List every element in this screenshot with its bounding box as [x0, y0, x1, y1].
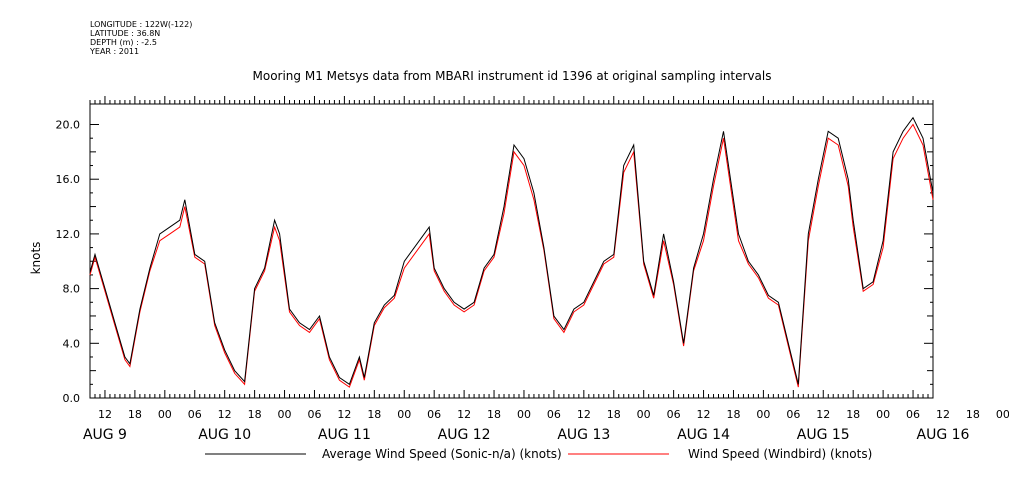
- x-hour-label: 00: [397, 408, 411, 421]
- x-hour-labels: 12 18 00 06 12 18 00 06 12 18 00 06 12 18 00 06 12 18 00 06…: [98, 408, 1009, 421]
- x-day-label: AUG 9: [83, 427, 127, 443]
- x-day-label: AUG 11: [318, 427, 371, 443]
- x-day-label: AUG 14: [677, 427, 730, 443]
- x-hour-label: 00: [996, 408, 1009, 421]
- x-hour-label: 12: [577, 408, 591, 421]
- x-day-label: AUG 10: [198, 427, 251, 443]
- legend-label-windbird: Wind Speed (Windbird) (knots): [688, 447, 872, 461]
- plot-frame: [89, 103, 934, 399]
- depth-label: DEPTH (m) : -2.5: [90, 38, 157, 47]
- chart-title: Mooring M1 Metsys data from MBARI instru…: [253, 69, 772, 83]
- y-tick-label: 4.0: [63, 337, 81, 350]
- y-axis-label: knots: [29, 242, 43, 275]
- x-hour-label: 06: [427, 408, 441, 421]
- legend-label-average-wind-speed: Average Wind Speed (Sonic-n/a) (knots): [322, 447, 562, 461]
- x-day-label: AUG 16: [917, 427, 970, 443]
- x-day-label: AUG 12: [438, 427, 491, 443]
- y-tick-label: 12.0: [56, 228, 81, 241]
- y-tick-label: 20.0: [56, 119, 81, 132]
- x-hour-label: 12: [218, 408, 232, 421]
- x-hour-label: 18: [128, 408, 142, 421]
- x-day-label: AUG 15: [797, 427, 850, 443]
- metadata-block: LONGITUDE : 122W(-122) LATITUDE : 36.8N …: [90, 20, 192, 56]
- x-hour-label: 06: [188, 408, 202, 421]
- x-hour-label: 00: [637, 408, 651, 421]
- x-hour-label: 06: [906, 408, 920, 421]
- x-hour-label: 06: [667, 408, 681, 421]
- x-hour-label: 06: [786, 408, 800, 421]
- x-hour-label: 18: [367, 408, 381, 421]
- x-hour-label: 00: [278, 408, 292, 421]
- y-tick-label: 16.0: [56, 173, 81, 186]
- x-day-labels: AUG 9 AUG 10 AUG 11 AUG 12 AUG 13 AUG 14 AUG 1…: [83, 427, 970, 443]
- series-line-windbird: [89, 123, 934, 388]
- y-tick-label: 8.0: [63, 283, 81, 296]
- x-day-label: AUG 13: [557, 427, 610, 443]
- legend: Average Wind Speed (Sonic-n/a) (knots) W…: [205, 447, 872, 461]
- x-hour-label: 06: [547, 408, 561, 421]
- x-hour-label: 12: [816, 408, 830, 421]
- longitude-label: LONGITUDE : 122W(-122): [90, 20, 193, 29]
- series-line-average-wind-speed: [89, 116, 934, 386]
- x-hour-label: 12: [457, 408, 471, 421]
- x-hour-label: 18: [607, 408, 621, 421]
- x-hour-label: 06: [307, 408, 321, 421]
- x-hour-label: 12: [936, 408, 950, 421]
- x-hour-label: 12: [337, 408, 351, 421]
- x-hour-label: 00: [517, 408, 531, 421]
- x-hour-label: 18: [966, 408, 980, 421]
- x-hour-label: 00: [158, 408, 172, 421]
- x-hour-label: 00: [756, 408, 770, 421]
- x-hour-label: 18: [248, 408, 262, 421]
- x-hour-label: 12: [697, 408, 711, 421]
- series-layer: [89, 116, 934, 388]
- y-tick-label: 0.0: [63, 392, 81, 405]
- x-hour-label: 18: [846, 408, 860, 421]
- x-hour-label: 00: [876, 408, 890, 421]
- x-hour-label: 18: [487, 408, 501, 421]
- axis-ticks: [89, 96, 934, 399]
- latitude-label: LATITUDE : 36.8N: [90, 29, 161, 38]
- year-label: YEAR : 2011: [90, 47, 140, 56]
- y-tick-labels: 0.0 4.0 8.0 12.0 16.0 20.0: [56, 119, 81, 405]
- x-hour-label: 12: [98, 408, 112, 421]
- x-hour-label: 18: [726, 408, 740, 421]
